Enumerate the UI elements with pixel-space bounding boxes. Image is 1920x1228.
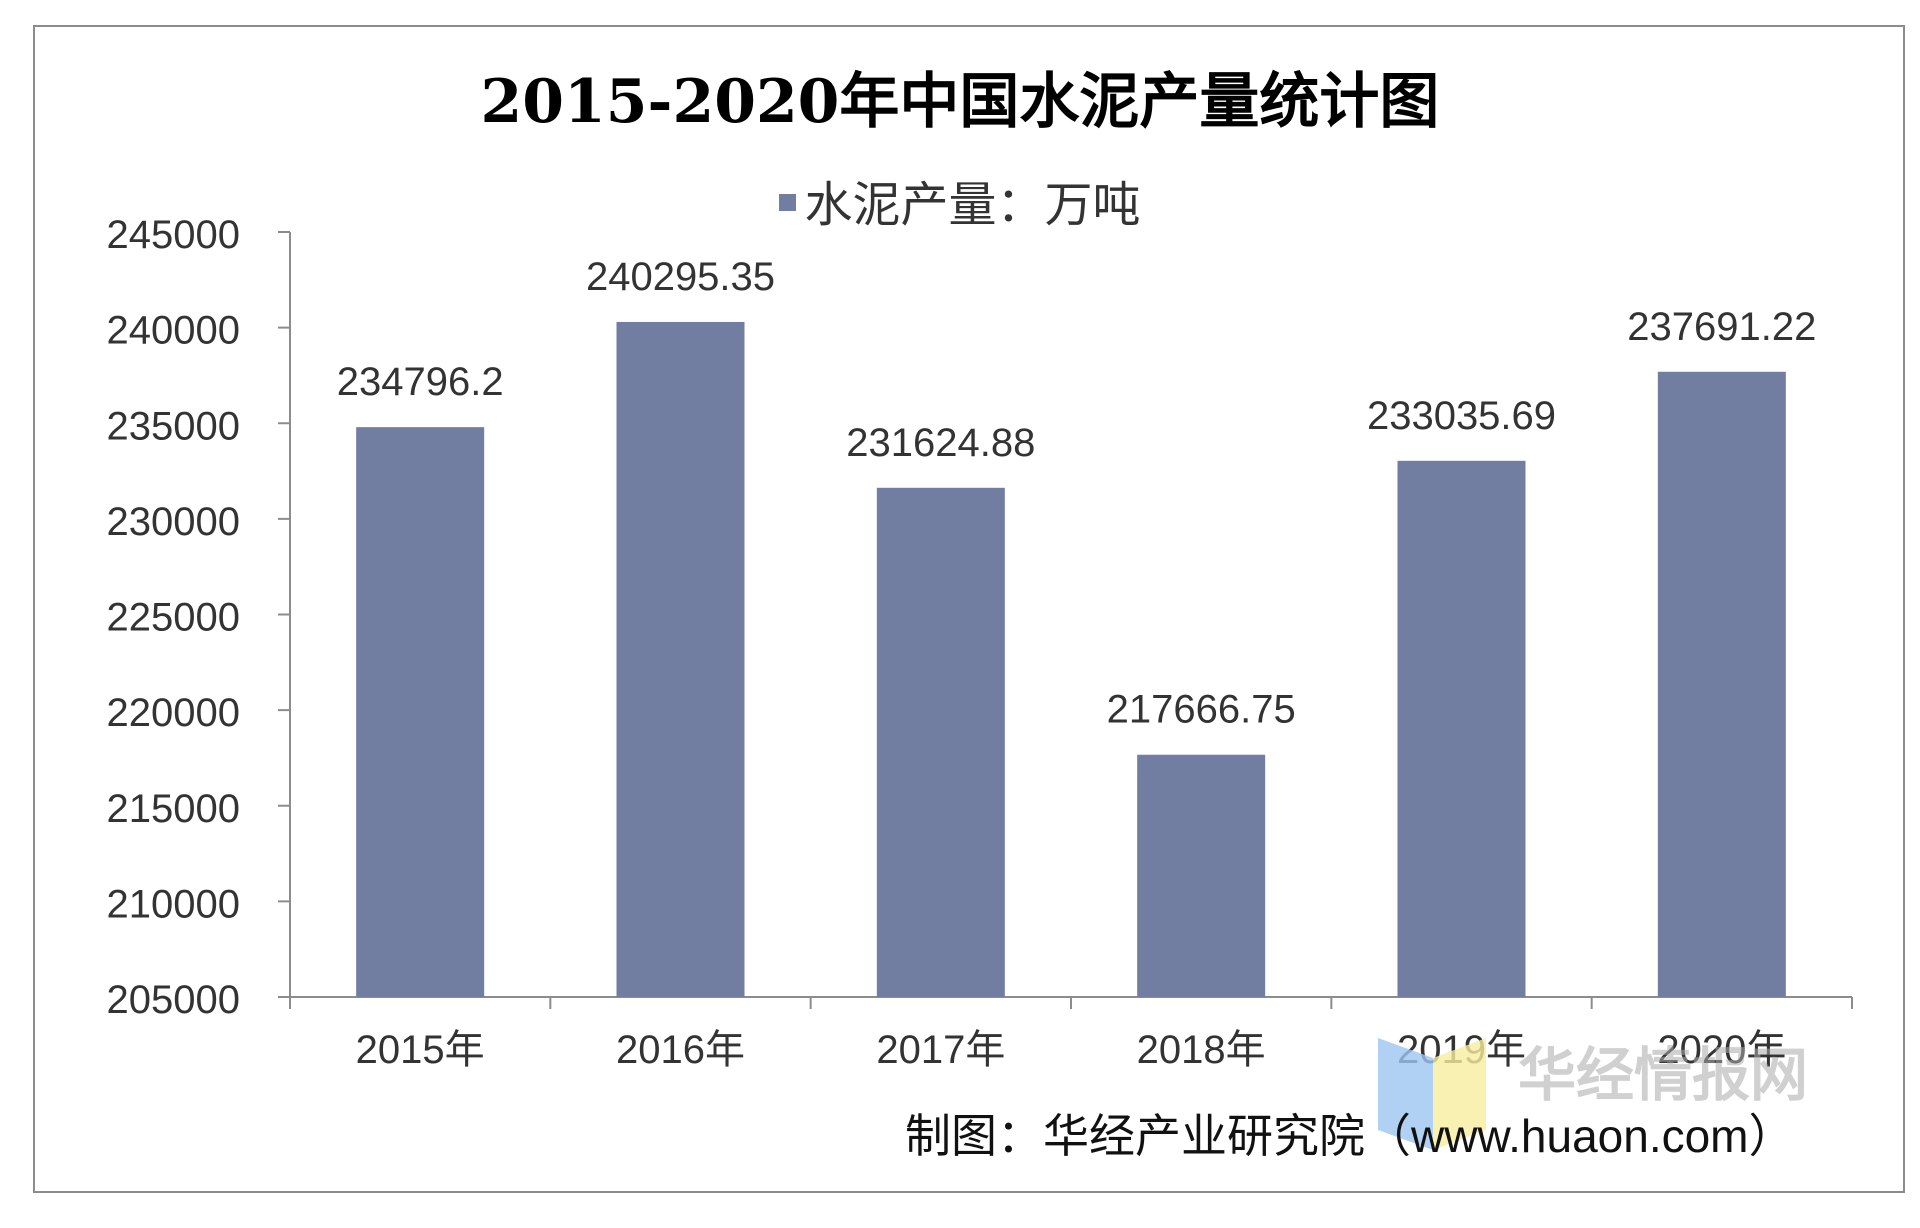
bar [1137, 754, 1266, 997]
y-tick-label: 225000 [107, 596, 240, 640]
y-tick-label: 220000 [107, 691, 240, 735]
x-tick-label: 2017年 [876, 1028, 1005, 1072]
data-label: 233035.69 [1367, 394, 1556, 438]
y-tick-label: 235000 [107, 404, 240, 448]
y-tick-label: 245000 [107, 213, 240, 257]
bar [616, 321, 745, 997]
data-label: 240295.35 [586, 255, 775, 299]
data-label: 217666.75 [1107, 688, 1296, 732]
y-tick-label: 230000 [107, 500, 240, 544]
chart-title: 2015-2020年中国水泥产量统计图 [480, 67, 1440, 137]
y-axis: 205000 210000 215000 220000 225000 230000 2350… [107, 213, 291, 1022]
y-tick-label: 210000 [107, 882, 240, 926]
credit-text: 制图：华经产业研究院（www.huaon.com） [905, 1110, 1795, 1162]
y-tick-label: 205000 [107, 978, 240, 1022]
data-label: 237691.22 [1627, 305, 1816, 349]
bar [876, 487, 1005, 997]
bar [1657, 371, 1786, 998]
x-tick-label: 2020年 [1657, 1028, 1786, 1072]
legend-swatch [779, 193, 797, 211]
bar [356, 427, 485, 997]
bars [356, 321, 1786, 998]
legend: 水泥产量：万吨 [0, 176, 1920, 236]
x-tick-label: 2018年 [1137, 1028, 1266, 1072]
y-tick-label: 215000 [107, 787, 240, 831]
y-tick-label: 240000 [107, 309, 240, 353]
legend-label: 水泥产量：万吨 [804, 179, 1141, 232]
x-tick-label: 2015年 [356, 1028, 485, 1072]
data-labels: 234796.2 240295.35 231624.88 217666.75 23303… [337, 255, 1817, 732]
watermark-text: 华经情报网 [1518, 1041, 1809, 1109]
watermark-logo-icon [1378, 1038, 1486, 1150]
data-label: 231624.88 [846, 421, 1035, 465]
watermark: 华经情报网 [1378, 1030, 1898, 1170]
data-label: 234796.2 [337, 360, 504, 404]
bar [1397, 460, 1526, 997]
x-tick-label: 2016年 [616, 1028, 745, 1072]
x-axis: 2015年2016年2017年2018年2019年2020年 [289, 996, 1853, 1072]
